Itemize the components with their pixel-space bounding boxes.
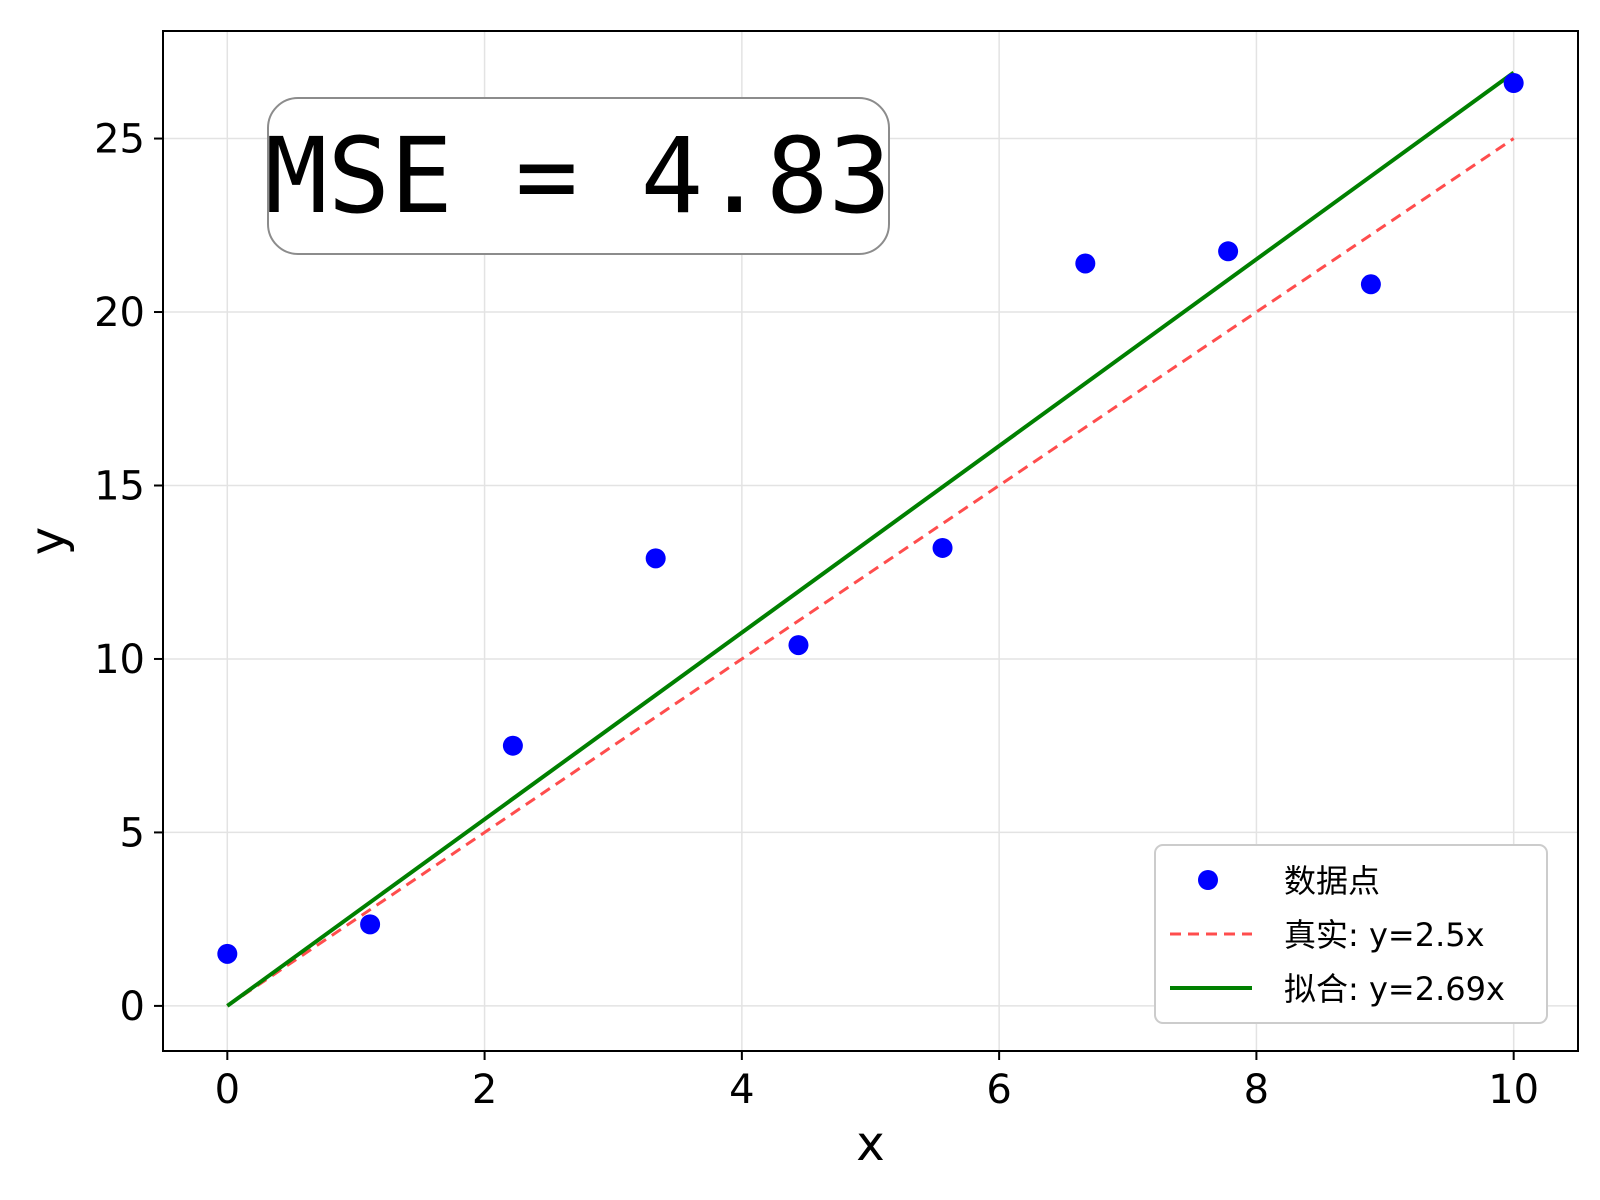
y-tick-label: 15 xyxy=(94,463,145,509)
legend-box xyxy=(1154,844,1548,1024)
mse-annotation: MSE = 4.83 xyxy=(265,97,891,255)
data-point xyxy=(645,548,666,569)
mse-annotation-box xyxy=(267,97,890,255)
data-point xyxy=(1218,241,1239,262)
x-tick-label: 8 xyxy=(1244,1067,1269,1113)
y-tick-label: 25 xyxy=(94,117,145,163)
y-tick-label: 10 xyxy=(94,637,145,683)
true-line xyxy=(226,137,1515,1008)
x-tick-label: 10 xyxy=(1488,1067,1539,1113)
data-point xyxy=(932,537,953,558)
y-tick-label: 20 xyxy=(94,290,145,336)
data-point xyxy=(502,735,523,756)
data-point xyxy=(1360,274,1381,295)
data-point xyxy=(1503,73,1524,94)
x-axis-title: x xyxy=(856,1116,884,1172)
mse-annotation-text: MSE = 4.83 xyxy=(265,115,891,237)
x-tick-label: 4 xyxy=(729,1067,754,1113)
legend-swatch-points xyxy=(1198,870,1218,890)
data-point xyxy=(1075,253,1096,274)
data-points xyxy=(217,73,1524,964)
x-tick-label: 6 xyxy=(986,1067,1011,1113)
plot-frame xyxy=(162,30,1579,1052)
axis-ticks: 0 2 4 6 8 10 0 5 10 15 20 25 xyxy=(94,117,1539,1113)
legend-label-points: 数据点 xyxy=(1284,862,1380,900)
legend: 数据点 真实: y=2.5x 拟合: y=2.69x xyxy=(1154,844,1548,1024)
legend-label-true-line: 真实: y=2.5x xyxy=(1284,916,1485,954)
x-tick-label: 0 xyxy=(215,1067,240,1113)
x-tick-label: 2 xyxy=(472,1067,497,1113)
fit-lines xyxy=(226,71,1515,1008)
data-point xyxy=(360,914,381,935)
fit-line xyxy=(226,71,1515,1008)
y-tick-label: 0 xyxy=(120,984,145,1030)
legend-label-fit-line: 拟合: y=2.69x xyxy=(1284,970,1505,1008)
data-point xyxy=(788,635,809,656)
y-tick-label: 5 xyxy=(120,810,145,856)
y-axis-title: y xyxy=(20,527,76,555)
data-point xyxy=(217,943,238,964)
